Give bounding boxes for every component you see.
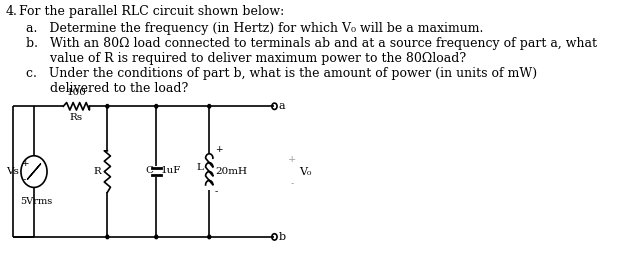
Text: b: b	[279, 232, 285, 242]
Text: +: +	[215, 145, 223, 154]
Circle shape	[155, 105, 158, 108]
Circle shape	[106, 235, 109, 239]
Text: -: -	[290, 179, 294, 188]
Circle shape	[208, 105, 211, 108]
Text: Vs: Vs	[6, 167, 19, 176]
Text: L: L	[197, 163, 203, 172]
Circle shape	[155, 235, 158, 239]
Text: 100: 100	[67, 88, 86, 97]
Text: -: -	[23, 175, 26, 184]
Text: +: +	[288, 155, 297, 164]
Text: value of R is required to deliver maximum power to the 80Ωload?: value of R is required to deliver maximu…	[26, 52, 466, 65]
Text: b.   With an 80Ω load connected to terminals ab and at a source frequency of par: b. With an 80Ω load connected to termina…	[26, 37, 597, 50]
Text: -: -	[215, 187, 218, 196]
Text: 4.: 4.	[6, 5, 17, 18]
Text: V₀: V₀	[299, 167, 311, 177]
Text: +: +	[21, 159, 29, 168]
Text: 5Vrms: 5Vrms	[21, 197, 53, 206]
Text: delivered to the load?: delivered to the load?	[26, 82, 188, 94]
Text: c.   Under the conditions of part b, what is the amount of power (in units of mW: c. Under the conditions of part b, what …	[26, 67, 537, 80]
Circle shape	[208, 235, 211, 239]
Text: a: a	[279, 101, 285, 111]
Text: 1uF: 1uF	[161, 166, 182, 175]
Text: 20mH: 20mH	[215, 167, 247, 176]
Text: C: C	[145, 166, 153, 175]
Text: R: R	[94, 167, 101, 176]
Text: a.   Determine the frequency (in Hertz) for which V₀ will be a maximum.: a. Determine the frequency (in Hertz) fo…	[26, 22, 483, 35]
Text: Rs: Rs	[70, 113, 83, 122]
Text: For the parallel RLC circuit shown below:: For the parallel RLC circuit shown below…	[19, 5, 285, 18]
Circle shape	[106, 105, 109, 108]
